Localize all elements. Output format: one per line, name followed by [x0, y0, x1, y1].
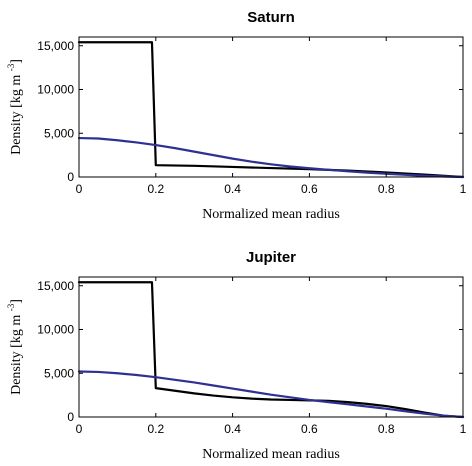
jupiter-x-tick-label: 0.4 [224, 422, 241, 436]
saturn-x-axis-label: Normalized mean radius [202, 207, 340, 222]
jupiter-y-tick-label: 0 [67, 410, 74, 424]
jupiter-x-tick-label: 1 [460, 422, 467, 436]
saturn-plot-frame [78, 36, 464, 178]
jupiter-y-axis-label: Density [kg m -3] [6, 299, 24, 395]
saturn-x-tick-label: 0.2 [147, 182, 164, 196]
jupiter-x-tick-label: 0.2 [147, 422, 164, 436]
jupiter-y-tick-label: 5,000 [44, 366, 74, 380]
jupiter-series-line-1 [77, 281, 465, 419]
saturn-x-tick-label: 1 [460, 182, 467, 196]
saturn-y-tick-label: 10,000 [37, 83, 74, 97]
saturn-series-line-1 [77, 41, 465, 179]
saturn-y-tick-label: 5,000 [44, 126, 74, 140]
saturn-series-line-2 [77, 136, 465, 179]
jupiter-x-tick-label: 0.8 [378, 422, 395, 436]
jupiter-x-tick-label: 0 [76, 422, 83, 436]
saturn-chart-title: Saturn [247, 9, 295, 26]
jupiter-y-tick-label: 10,000 [37, 323, 74, 337]
saturn-x-tick-label: 0.8 [378, 182, 395, 196]
saturn-y-axis-label: Density [kg m -3] [6, 59, 24, 155]
jupiter-x-tick-label: 0.6 [301, 422, 318, 436]
saturn-x-tick-label: 0.4 [224, 182, 241, 196]
saturn-y-tick-label: 0 [67, 170, 74, 184]
saturn-x-tick-label: 0 [76, 182, 83, 196]
jupiter-y-tick-label: 15,000 [37, 279, 74, 293]
jupiter-x-axis-label: Normalized mean radius [202, 447, 340, 462]
jupiter-series-line-2 [77, 370, 465, 419]
jupiter-chart: Jupiter 0 0.2 0.4 0.6 0.8 1 0 5,000 10,000 15,000 N… [6, 249, 467, 462]
saturn-x-tick-label: 0.6 [301, 182, 318, 196]
jupiter-chart-title: Jupiter [246, 249, 296, 266]
jupiter-plot-frame [78, 276, 464, 418]
saturn-y-tick-label: 15,000 [37, 39, 74, 53]
saturn-chart: Saturn 0 0.2 0.4 0.6 0.8 1 0 5,000 10,000 15,000 No… [6, 9, 467, 222]
